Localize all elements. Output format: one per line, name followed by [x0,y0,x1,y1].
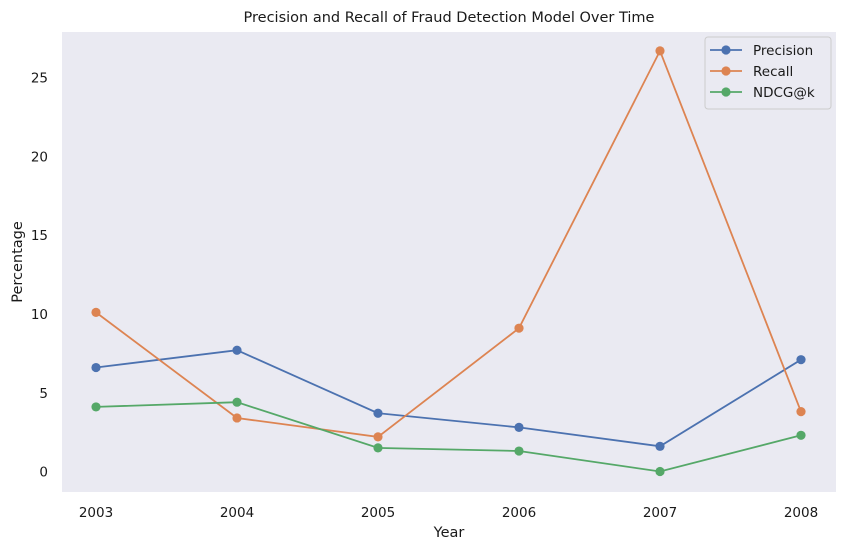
legend: Precision Recall NDCG@k [704,36,832,110]
data-point-ndcg-k [91,402,101,412]
data-point-recall [91,307,101,318]
data-point-ndcg-k [514,446,524,456]
x-tick-label: 2004 [220,505,254,521]
legend-swatch-marker [721,66,731,76]
series-line-precision [95,349,802,448]
legend-box [704,36,832,110]
x-axis-label: Year [433,525,465,541]
series-ndcg-k [91,397,806,477]
y-tick-label: 10 [31,307,48,323]
data-point-precision [796,355,806,365]
legend-label: Recall [753,64,793,80]
series-precision [91,345,806,451]
x-tick-label: 2007 [643,505,677,521]
series-line-ndcg-k [95,401,802,473]
data-point-precision [232,345,242,355]
legend-item-ndcg-k: NDCG@k [710,85,815,101]
data-point-recall [655,46,665,56]
data-point-recall [796,407,806,417]
data-point-recall [232,413,242,423]
legend-label: NDCG@k [753,85,815,101]
y-axis-label: Percentage [10,221,26,303]
legend-swatch-marker [721,45,731,55]
data-point-precision [373,408,383,418]
y-tick-label: 20 [31,149,48,165]
data-point-ndcg-k [232,397,242,407]
data-point-ndcg-k [655,466,665,477]
series-line-recall [95,48,802,438]
series-layer [91,46,806,477]
legend-label: Precision [753,43,813,59]
legend-swatch-marker [721,87,731,97]
x-tick-label: 2006 [502,505,536,521]
x-tick-label: 2003 [79,505,113,521]
y-tick-label: 15 [31,228,48,244]
data-point-precision [514,422,524,433]
y-tick-label: 0 [39,465,48,481]
data-point-recall [514,323,524,333]
y-tick-label: 25 [31,71,48,87]
y-axis: 0 5 10 15 20 25 [31,71,48,481]
x-tick-label: 2005 [361,505,395,521]
legend-item-precision: Precision [710,43,813,59]
data-point-ndcg-k [373,443,383,453]
y-tick-label: 5 [39,386,48,402]
x-tick-label: 2008 [784,505,818,521]
data-point-precision [91,362,101,373]
legend-item-recall: Recall [710,64,793,80]
x-axis: 2003 2004 2005 2006 2007 2008 [79,505,818,521]
chart-title: Precision and Recall of Fraud Detection … [244,10,655,26]
data-point-ndcg-k [796,430,806,440]
data-point-recall [373,432,383,442]
series-recall [91,46,806,442]
data-point-precision [655,441,665,451]
